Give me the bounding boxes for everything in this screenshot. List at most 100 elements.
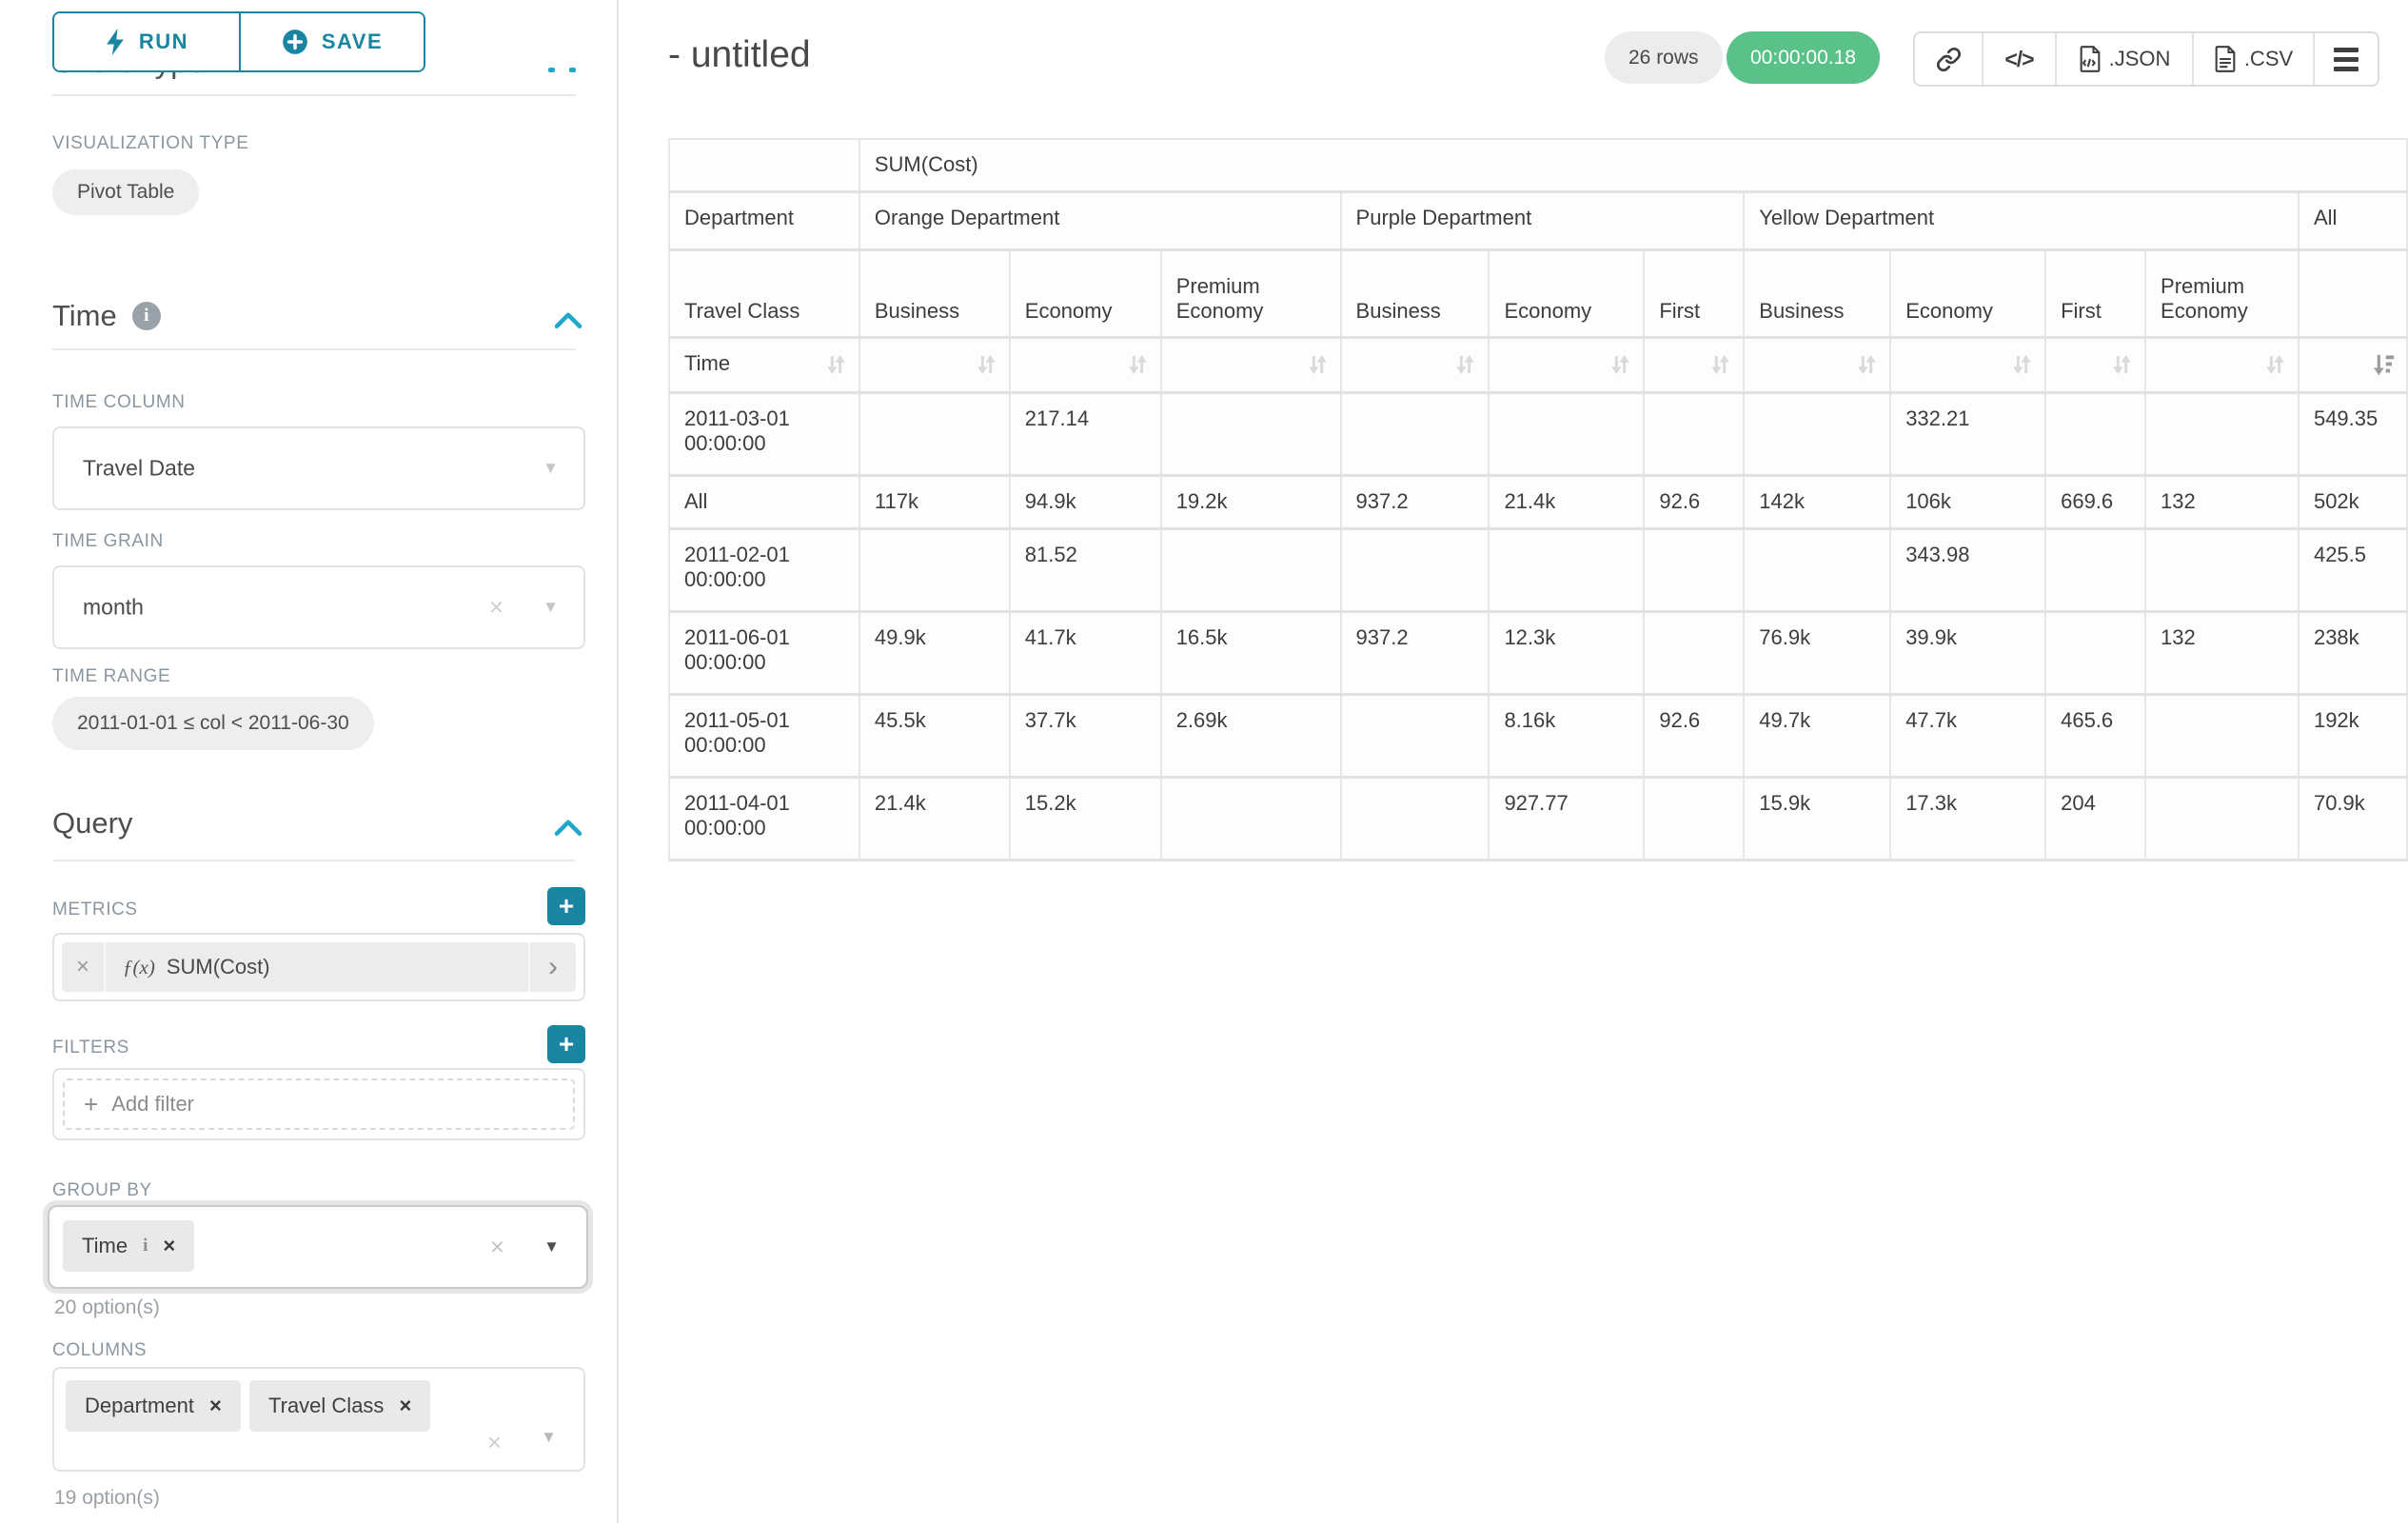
metric-pill[interactable]: × ƒ(x) SUM(Cost) ›: [62, 942, 576, 992]
value-cell: 47.7k: [1890, 694, 2045, 777]
column-sort-cell[interactable]: [2045, 337, 2145, 392]
export-toolbar: </> .JSON .CSV: [1913, 31, 2379, 87]
export-csv-button[interactable]: .CSV: [2192, 33, 2313, 85]
metric-header: SUM(Cost): [859, 139, 2407, 191]
column-sort-cell[interactable]: [859, 337, 1010, 392]
collapse-time-chevron-up-icon[interactable]: [554, 310, 582, 329]
column-sort-cell[interactable]: [1010, 337, 1161, 392]
value-cell: 142k: [1744, 475, 1890, 528]
sort-icon: [2109, 352, 2135, 378]
group-by-options-count: 20 option(s): [54, 1296, 160, 1319]
remove-tag-icon[interactable]: ×: [163, 1234, 175, 1258]
column-sort-cell[interactable]: [1489, 337, 1644, 392]
export-json-button[interactable]: .JSON: [2055, 33, 2192, 85]
query-heading-label: Query: [52, 806, 132, 841]
sort-icon: [2262, 352, 2288, 378]
column-sort-cell[interactable]: [1744, 337, 1890, 392]
value-cell: [1161, 528, 1341, 611]
run-save-button-group: RUN SAVE: [52, 11, 425, 72]
columns-tag-label: Travel Class: [268, 1394, 384, 1418]
value-cell: 49.7k: [1744, 694, 1890, 777]
metric-expand-chevron-icon[interactable]: ›: [528, 942, 576, 992]
filters-label: FILTERS: [52, 1038, 129, 1058]
more-menu-button[interactable]: [2313, 33, 2378, 85]
metrics-label: METRICS: [52, 900, 138, 920]
value-cell: 117k: [859, 475, 1010, 528]
caret-down-icon: ▼: [541, 1428, 557, 1447]
table-row: 2011-03-01 00:00:00217.14332.21549.35: [669, 392, 2407, 475]
sort-icon: [1854, 352, 1880, 378]
copy-link-button[interactable]: [1915, 33, 1982, 85]
remove-tag-icon[interactable]: ×: [399, 1394, 411, 1418]
view-query-button[interactable]: </>: [1982, 33, 2055, 85]
row-header-cell: 2011-05-01 00:00:00: [669, 694, 859, 777]
value-cell: 16.5k: [1161, 611, 1341, 694]
info-icon[interactable]: i: [143, 1236, 148, 1256]
row-axis-sort-cell[interactable]: Time: [669, 337, 859, 392]
table-row: 2011-04-01 00:00:0021.4k15.2k927.7715.9k…: [669, 777, 2407, 860]
column-sort-cell[interactable]: [1644, 337, 1744, 392]
time-range-pill[interactable]: 2011-01-01 ≤ col < 2011-06-30: [52, 697, 374, 750]
sort-descending-icon: [2371, 352, 2397, 378]
add-metric-button[interactable]: +: [547, 887, 585, 925]
column-group-header: Yellow Department: [1744, 191, 2299, 249]
table-row: All117k94.9k19.2k937.221.4k92.6142k106k6…: [669, 475, 2407, 528]
time-grain-label: TIME GRAIN: [52, 531, 164, 552]
column-sort-cell[interactable]: [1890, 337, 2045, 392]
row-header-cell: 2011-04-01 00:00:00: [669, 777, 859, 860]
run-button[interactable]: RUN: [54, 13, 239, 70]
group-by-tag: Time i ×: [63, 1220, 194, 1272]
menu-icon: [2334, 48, 2359, 71]
table-row: 2011-02-01 00:00:0081.52343.98425.5: [669, 528, 2407, 611]
remove-tag-icon[interactable]: ×: [209, 1394, 222, 1418]
columns-tag: Travel Class ×: [249, 1380, 430, 1432]
value-cell: 21.4k: [1489, 475, 1644, 528]
save-button[interactable]: SAVE: [239, 13, 424, 70]
sort-icon: [1305, 352, 1331, 378]
value-cell: 15.9k: [1744, 777, 1890, 860]
value-cell: 927.77: [1489, 777, 1644, 860]
time-grain-value: month: [83, 595, 144, 621]
time-column-select[interactable]: Travel Date ▼: [52, 426, 585, 510]
row-header-cell: All: [669, 475, 859, 528]
value-cell: 465.6: [2045, 694, 2145, 777]
time-grain-select[interactable]: month × ▼: [52, 565, 585, 649]
value-cell: 343.98: [1890, 528, 2045, 611]
sort-icon: [974, 352, 999, 378]
info-icon[interactable]: i: [132, 302, 161, 330]
pivot-table: SUM(Cost)DepartmentOrange DepartmentPurp…: [668, 138, 2408, 861]
group-by-select[interactable]: Time i × × ▼: [48, 1205, 588, 1289]
add-filter-plus-button[interactable]: +: [547, 1025, 585, 1063]
value-cell: 937.2: [1341, 475, 1490, 528]
value-cell: 106k: [1890, 475, 2045, 528]
chart-title[interactable]: - untitled: [668, 34, 811, 76]
superset-explore: Chart Type RUN SAVE VISUALIZATION TYPE P…: [0, 0, 2408, 1523]
value-cell: 8.16k: [1489, 694, 1644, 777]
value-cell: [1644, 611, 1744, 694]
clear-icon[interactable]: ×: [487, 1428, 502, 1457]
group-by-tag-label: Time: [82, 1234, 128, 1258]
column-sort-cell[interactable]: [2145, 337, 2299, 392]
travel-class-header: Premium Economy: [2145, 249, 2299, 337]
add-filter-button[interactable]: + Add filter: [63, 1078, 575, 1130]
column-sort-cell[interactable]: [2299, 337, 2407, 392]
value-cell: [1644, 777, 1744, 860]
column-sort-cell[interactable]: [1341, 337, 1490, 392]
column-sort-cell[interactable]: [1161, 337, 1341, 392]
metric-label-wrap: ƒ(x) SUM(Cost): [106, 942, 528, 992]
value-cell: 15.2k: [1010, 777, 1161, 860]
value-cell: [1744, 392, 1890, 475]
time-range-label: TIME RANGE: [52, 666, 170, 687]
run-button-label: RUN: [139, 30, 188, 54]
plus-icon: +: [559, 1029, 574, 1059]
travel-class-header: Economy: [1489, 249, 1644, 337]
columns-select[interactable]: Department × Travel Class × × ▼: [52, 1367, 585, 1472]
visualization-type-pill[interactable]: Pivot Table: [52, 169, 199, 215]
filters-control: + Add filter: [52, 1068, 585, 1140]
clear-icon[interactable]: ×: [489, 593, 503, 623]
travel-class-header: First: [1644, 249, 1744, 337]
remove-metric-icon[interactable]: ×: [62, 942, 106, 992]
clear-icon[interactable]: ×: [490, 1233, 504, 1262]
collapse-query-chevron-up-icon[interactable]: [554, 818, 582, 837]
travel-class-header: Premium Economy: [1161, 249, 1341, 337]
